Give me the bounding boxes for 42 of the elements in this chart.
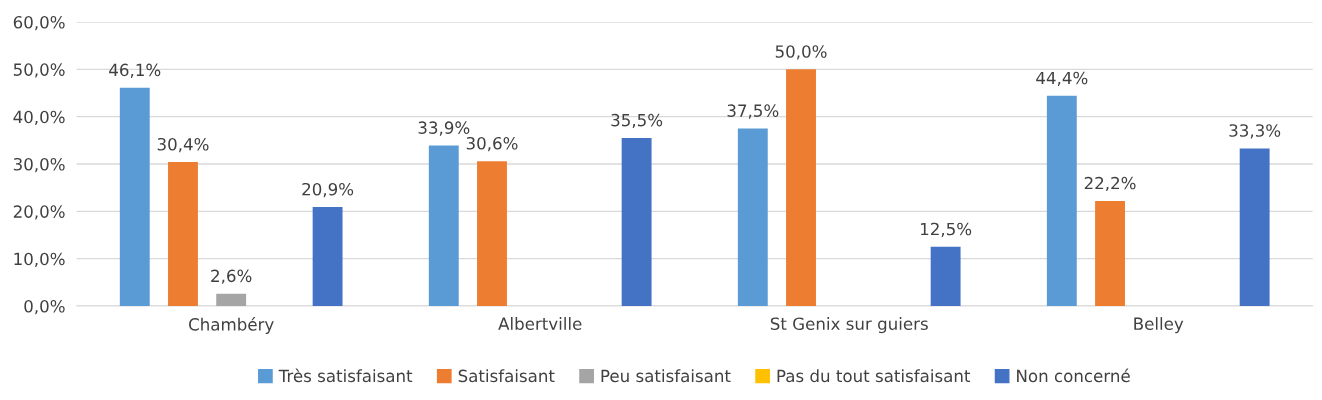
bar [119,87,150,306]
data-label: 44,4% [1036,71,1088,86]
data-label: 30,4% [157,137,209,153]
y-tick-label: 20,0% [13,205,65,220]
data-label: 33,3% [1229,124,1281,139]
data-label: 33,9% [418,121,470,136]
bar [621,137,652,306]
data-label: 37,5% [727,104,779,119]
data-label: 2,6% [211,269,252,284]
bar [1046,95,1077,306]
x-tick-label: Belley [1134,317,1184,334]
data-label: 20,9% [302,182,354,198]
legend-label: Très satisfaisant [278,368,413,383]
legend-label: Non concerné [1017,368,1130,383]
bar [168,162,198,306]
y-tick-label: 30,0% [13,157,65,173]
legend-label: Peu satisfaisant [601,369,731,383]
bar [428,145,459,306]
bar [312,207,343,306]
y-tick-label: 10,0% [14,252,65,267]
data-label: 12,5% [920,222,972,237]
bar [1095,200,1125,306]
data-label: 22,2% [1084,176,1136,192]
bar [930,246,961,306]
x-tick-label: Albertville [498,317,582,331]
y-tick-label: 0,0% [24,299,65,315]
x-tick-label: Chambéry [189,317,274,334]
y-tick-label: 40,0% [13,110,65,125]
data-label: 46,1% [109,63,161,78]
legend-label: Pas du tout satisfaisant [777,369,971,383]
bar [737,128,768,306]
bar [216,293,247,306]
y-tick-label: 50,0% [13,63,65,78]
legend-label: Satisfaisant [458,369,555,383]
data-label: 35,5% [611,113,663,129]
y-tick-label: 60,0% [13,15,65,31]
data-label: 30,6% [466,136,518,152]
bar [1239,148,1270,306]
bar [786,69,816,306]
x-tick-label: St Genix sur guiers [770,317,928,334]
bar [477,161,507,306]
data-label: 50,0% [775,45,827,60]
